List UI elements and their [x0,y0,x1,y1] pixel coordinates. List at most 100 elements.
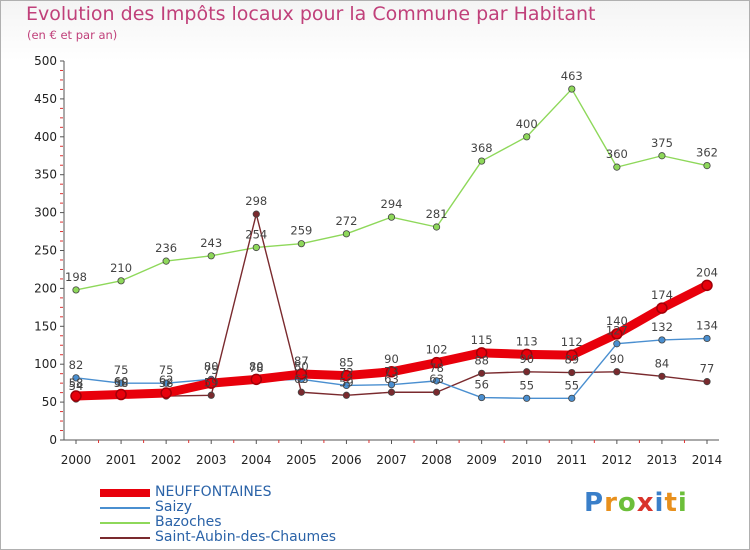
data-label: 174 [651,288,673,302]
data-label: 78 [249,361,264,375]
data-point [701,279,713,292]
data-label: 85 [339,356,354,370]
x-tick-label: 2009 [466,453,497,467]
data-point [342,381,351,390]
y-tick-label: 200 [34,281,57,295]
data-label: 281 [426,207,448,221]
series-line [75,88,708,291]
data-point [520,348,533,361]
logo-letter: r [604,488,618,518]
data-label: 56 [474,378,489,392]
data-label: 243 [200,236,222,250]
data-label: 90 [384,352,399,366]
data-label: 88 [474,353,489,367]
data-point [566,349,578,361]
data-label: 75 [159,363,174,377]
data-point [70,390,82,402]
legend-swatch-bazoches [100,522,150,524]
data-label: 59 [339,375,354,389]
data-label: 58 [69,376,84,390]
data-label: 58 [114,376,129,390]
data-label: 204 [696,265,718,279]
y-tick-label: 50 [42,395,57,409]
data-point [207,252,215,260]
data-point [430,356,443,369]
data-label: 140 [606,314,628,328]
data-label: 134 [696,318,718,332]
data-label: 84 [655,356,670,370]
data-point [387,213,396,221]
data-point [568,368,576,377]
data-label: 87 [294,354,309,368]
y-tick-label: 450 [34,92,57,106]
data-label: 115 [471,333,493,347]
data-point [656,302,668,314]
logo-letter: i [654,488,665,518]
data-label: 54 [69,379,84,393]
x-tick-label: 2004 [241,453,272,467]
legend-label-bazoches: Bazoches [155,514,222,530]
data-label: 132 [651,320,673,334]
y-tick-label: 300 [34,206,57,220]
data-point [523,394,531,402]
data-label: 210 [110,261,132,275]
data-point [115,388,127,401]
data-point [207,391,215,399]
data-point [252,210,260,218]
data-label: 127 [606,324,628,338]
proxiti-logo: Proxiti [584,488,688,518]
x-tick-label: 2008 [421,453,452,467]
x-tick-label: 2011 [557,453,588,467]
data-point [568,85,576,93]
data-label: 63 [294,372,309,386]
data-label: 362 [696,146,718,160]
chart-subtitle: (en € et par an) [27,28,118,42]
data-point [72,374,80,382]
data-label: 75 [204,363,219,377]
data-label: 298 [245,194,267,208]
data-point [160,387,172,399]
data-point [658,336,666,344]
data-label: 75 [114,363,129,377]
data-label: 294 [381,197,403,211]
legend-label-saint-aubin: Saint-Aubin-des-Chaumes [155,529,337,545]
data-point [295,368,308,380]
data-point [523,368,531,376]
data-point [432,388,441,396]
x-tick-label: 2006 [331,453,362,467]
data-point [475,347,488,359]
data-label: 60 [114,375,129,389]
series-bazoches [72,85,711,294]
data-point [432,223,441,231]
data-label: 236 [155,241,177,255]
legend-label-saizy: Saizy [155,499,192,515]
y-tick-label: 100 [34,357,57,371]
legend-label-neuffontaines: NEUFFONTAINES [155,484,272,500]
data-point [478,369,486,377]
data-point [611,328,623,340]
data-label: 80 [294,359,309,373]
x-tick-label: 2007 [376,453,407,467]
x-tick-label: 2005 [286,453,317,467]
data-point [387,381,396,389]
x-tick-label: 2012 [602,453,633,467]
data-label: 112 [561,335,583,349]
data-label: 375 [651,136,673,150]
data-label: 58 [159,376,174,390]
data-label: 259 [290,224,312,238]
data-point [703,334,711,343]
data-label: 463 [561,69,583,83]
data-label: 80 [204,359,219,373]
data-point [432,377,441,385]
legend-swatch-saizy [100,507,150,509]
data-label: 55 [564,378,579,392]
x-tick-label: 2013 [647,453,678,467]
data-label: 113 [516,334,538,348]
data-point [250,373,263,386]
logo-letter: i [677,488,688,518]
data-label: 78 [429,361,444,375]
data-point [342,230,351,238]
data-point [162,379,170,387]
